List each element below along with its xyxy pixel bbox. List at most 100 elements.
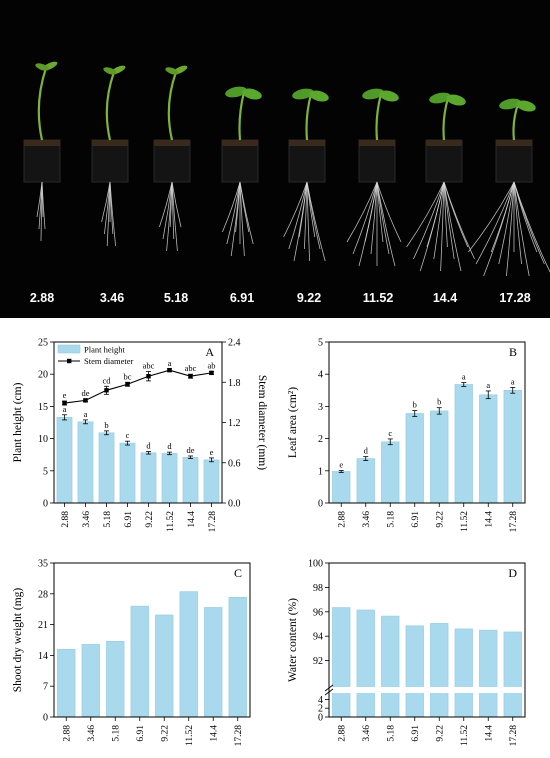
bar-5.18: [381, 441, 400, 504]
seedling-leaf: [379, 90, 399, 102]
x-tick-label: 14.4: [485, 511, 495, 528]
y-tick-label: 2: [318, 704, 323, 715]
significance-letter: d: [167, 441, 172, 451]
stem-diameter-point: [104, 388, 109, 393]
seedling-leaf: [309, 90, 329, 102]
seedling-root: [513, 181, 530, 277]
significance-letter: a: [63, 404, 67, 414]
bar-6.91: [130, 605, 149, 718]
x-tick-label: 3.46: [87, 725, 97, 742]
bar-5.18: [106, 641, 125, 718]
chart-panel-a: a a b c d d de e 0 5 10 15 20 25 2.88 3.46 5.18 6.91 9.22 1…: [0, 322, 275, 533]
bar-9.22: [430, 623, 449, 718]
seedling-leaf: [103, 67, 117, 75]
y-tick-label: 2: [318, 434, 323, 445]
stem-diameter-point: [62, 400, 67, 406]
y-tick-label: 92: [313, 656, 323, 667]
y-tick-label: 35: [38, 559, 48, 570]
y-tick-label: 96: [313, 607, 323, 618]
seedling-root: [41, 181, 46, 230]
seedling-root: [490, 181, 515, 253]
seedling-leaf: [499, 98, 521, 110]
bar-9.22: [140, 452, 157, 504]
bar-6.91: [405, 625, 424, 718]
stem-diameter-point: [209, 370, 214, 376]
y-tick-label: 5: [43, 466, 48, 477]
plot-frame: [328, 341, 526, 504]
x-tick-label: 11.52: [166, 511, 176, 532]
x-tick-label: 9.22: [436, 511, 446, 528]
seedling-root: [433, 181, 445, 260]
bar-14.4: [479, 629, 498, 718]
bar-3.46: [77, 421, 94, 504]
y-tick-label: 14: [38, 651, 48, 662]
x-tick-label: 14.4: [210, 725, 220, 742]
seedling-root: [364, 181, 378, 243]
y2-tick-label: 1.2: [228, 418, 241, 429]
panel-letter: C: [234, 566, 242, 580]
x-tick-label: 11.52: [460, 725, 470, 746]
seedling-soil: [359, 140, 395, 146]
bar-3.46: [81, 644, 100, 718]
chart-b: e d c b b a a a 0 1 2 3 4 5 2.88 3.46 5.18 6.91 9.22 11.52 1…: [287, 338, 526, 532]
y-tick-label: 1: [318, 466, 323, 477]
stem-diameter-point: [167, 367, 172, 373]
seedling-root: [506, 181, 515, 277]
x-tick-label: 17.28: [509, 725, 519, 747]
y-tick-label: 0: [318, 713, 323, 724]
bar-14.4: [204, 607, 223, 718]
y-axis-label: Water content (%): [287, 598, 299, 682]
x-tick-label: 5.18: [387, 511, 397, 528]
seedling-root: [426, 181, 445, 248]
x-tick-label: 14.4: [187, 511, 197, 528]
significance-letter: de: [81, 388, 89, 398]
photo-label-6: 11.52: [363, 291, 394, 305]
legend-label: Plant height: [84, 345, 125, 355]
bar-17.28: [203, 459, 220, 504]
seedling-root: [498, 181, 515, 265]
photo-label-1: 2.88: [30, 291, 54, 305]
x-tick-label: 6.91: [411, 725, 421, 742]
seedling-root: [222, 181, 241, 233]
x-tick-label: 2.88: [338, 725, 348, 742]
y2-axis-label: Stem diameter (mm): [256, 375, 268, 470]
seedling-root: [239, 181, 254, 245]
seedling-leaf: [35, 63, 49, 71]
photo-label-7: 14.4: [433, 291, 457, 305]
seedling-root: [306, 181, 326, 262]
photo-label-3: 5.18: [164, 291, 188, 305]
bar-6.91: [405, 413, 424, 504]
chart-c: 0 7 14 21 28 35 2.88 3.46 5.18 6.91 9.22 11.52 14.4 1…: [12, 559, 251, 747]
chart-d: 92 94 96 98 100 024 2.88 3.46 5.18 6.91 9.22 11.52 1…: [287, 559, 526, 747]
seedling-root: [226, 181, 241, 245]
x-tick-label: 3.46: [82, 511, 92, 528]
bar-9.22: [155, 614, 174, 718]
panel-letter: D: [508, 566, 517, 580]
seedling-pot: [221, 139, 259, 183]
seedling-soil: [222, 140, 258, 146]
bar-17.28: [228, 597, 247, 718]
seedling-stem: [105, 71, 116, 141]
chart-panel-b: e d c b b a a a 0 1 2 3 4 5 2.88 3.46 5.18 6.91 9.22 11.52 1…: [275, 322, 550, 532]
photo-labels: 2.88 3.46 5.18 6.91 9.22 11.52 14.4 17.2…: [30, 291, 531, 305]
significance-letter: ab: [207, 361, 215, 371]
y2-tick-label: 0.6: [228, 458, 241, 469]
significance-letter: b: [413, 400, 417, 410]
x-tick-label: 3.46: [362, 511, 372, 528]
stem-diameter-point: [125, 382, 130, 387]
seedling-leaf: [225, 86, 247, 98]
seedling-root: [440, 181, 445, 272]
y-tick-label: 28: [38, 589, 48, 600]
seedling-root: [346, 181, 378, 243]
x-tick-label: 14.4: [485, 725, 495, 742]
y-tick-label: 10: [38, 434, 48, 445]
significance-letter: bc: [123, 371, 131, 381]
seedling-root: [288, 181, 308, 250]
bar-17.28: [503, 631, 522, 718]
x-tick-label: 17.28: [234, 725, 244, 747]
significance-letter: c: [388, 428, 392, 438]
seedling-photo: 2.88 3.46 5.18 6.91 9.22 11.52 14.4 17.2…: [0, 0, 550, 318]
seedling-pot: [425, 139, 463, 183]
panel-letter: A: [205, 345, 214, 359]
